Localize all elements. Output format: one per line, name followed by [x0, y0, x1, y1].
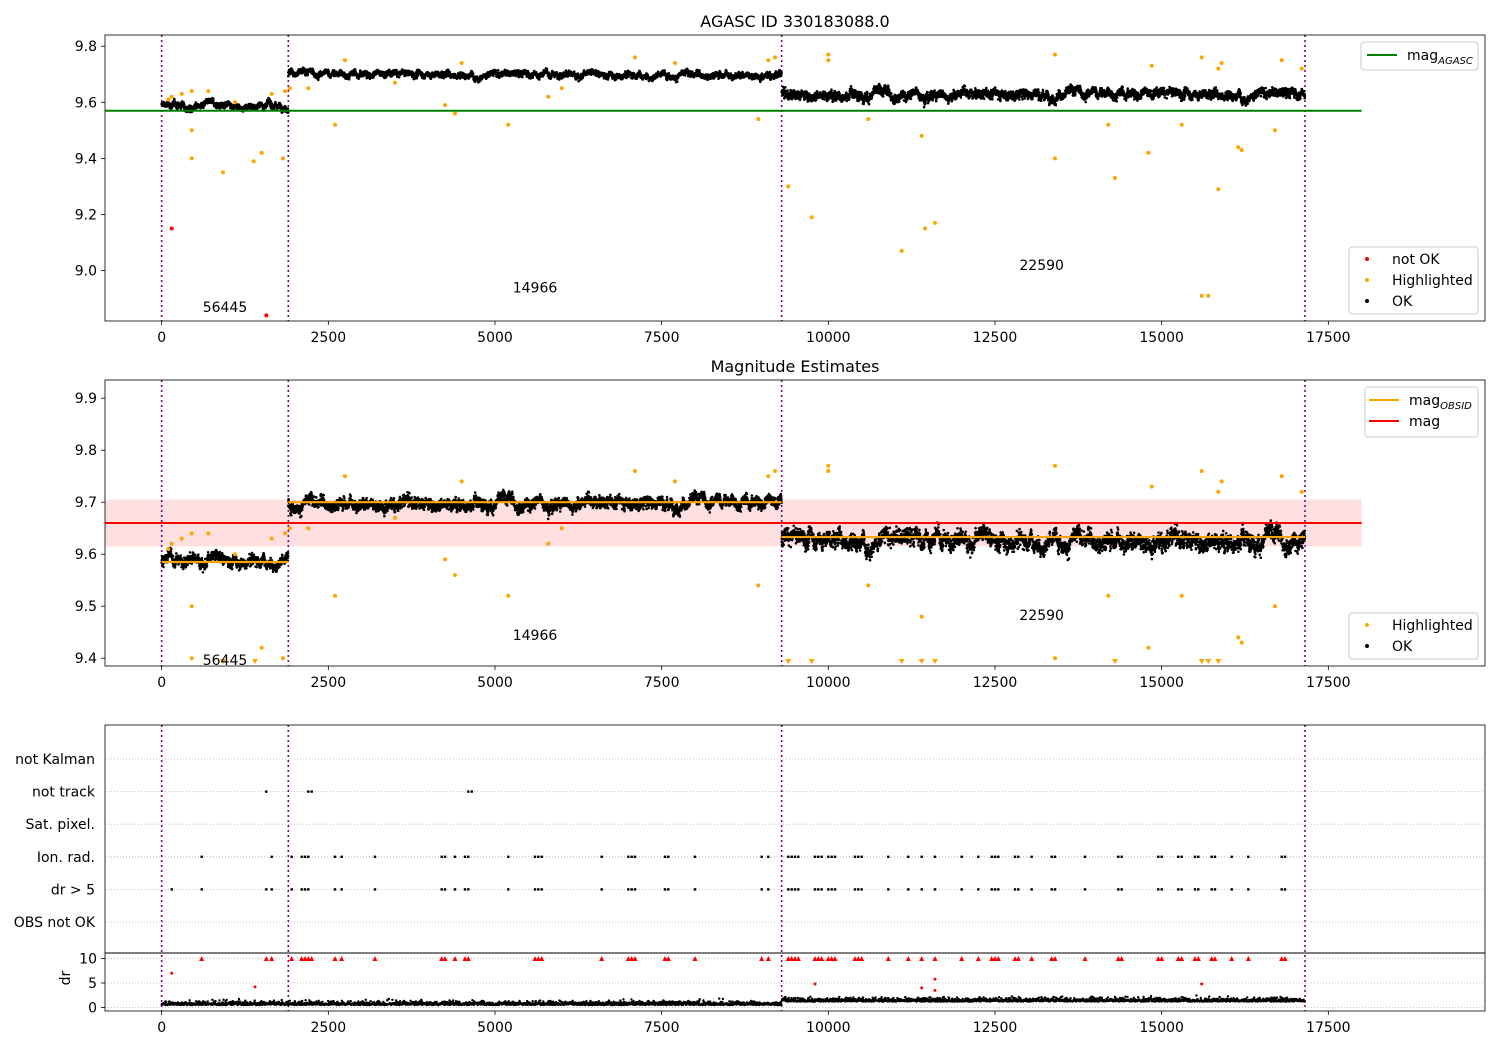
ok-point	[423, 76, 427, 80]
ok-point	[531, 76, 535, 79]
ok-point	[173, 97, 176, 101]
ok-point	[881, 95, 885, 98]
ok-point	[845, 99, 849, 103]
ok-point	[353, 68, 357, 71]
ok-point	[397, 76, 401, 79]
ok-point	[698, 69, 701, 72]
ok-point	[867, 102, 871, 106]
ok-point	[667, 72, 670, 75]
ok-point	[359, 69, 362, 72]
ok-point	[258, 105, 261, 109]
ok-point	[496, 69, 500, 72]
ok-point	[887, 86, 890, 89]
ok-point	[838, 92, 841, 96]
ok-point	[803, 98, 806, 101]
ok-point	[866, 92, 869, 95]
ok-point	[268, 98, 271, 101]
chart-title: AGASC ID 330183088.0	[700, 12, 889, 31]
ok-point	[492, 74, 495, 78]
ok-point	[347, 78, 351, 81]
ok-point	[471, 72, 475, 76]
ok-point	[287, 74, 290, 78]
ok-point	[830, 88, 833, 91]
ok-point	[784, 86, 787, 89]
ok-point	[475, 75, 479, 78]
ok-point	[646, 73, 650, 77]
ok-point	[814, 98, 818, 102]
ok-point	[606, 78, 610, 81]
ok-point	[212, 97, 215, 101]
ok-point	[306, 72, 310, 76]
ok-point	[269, 99, 273, 103]
ok-point	[676, 80, 679, 83]
ok-point	[688, 70, 692, 73]
ok-point	[815, 90, 819, 93]
chart-agasc: AGASC ID 330183088.00 2500 5000 7500 10000 12…	[75, 12, 1486, 346]
ok-point	[786, 89, 789, 92]
ok-point	[317, 78, 320, 82]
ok-point	[848, 95, 851, 99]
ok-point	[194, 101, 198, 104]
ok-point	[798, 98, 802, 102]
ok-point	[849, 85, 853, 88]
ok-point	[768, 70, 772, 74]
ok-point	[890, 92, 893, 95]
ok-point	[265, 104, 269, 108]
ok-point	[521, 75, 524, 79]
ok-point	[780, 72, 783, 75]
ok-point	[725, 69, 728, 73]
ok-point	[286, 107, 290, 110]
ok-point	[182, 103, 186, 106]
ok-point	[545, 67, 549, 71]
plot-area	[105, 35, 1362, 321]
